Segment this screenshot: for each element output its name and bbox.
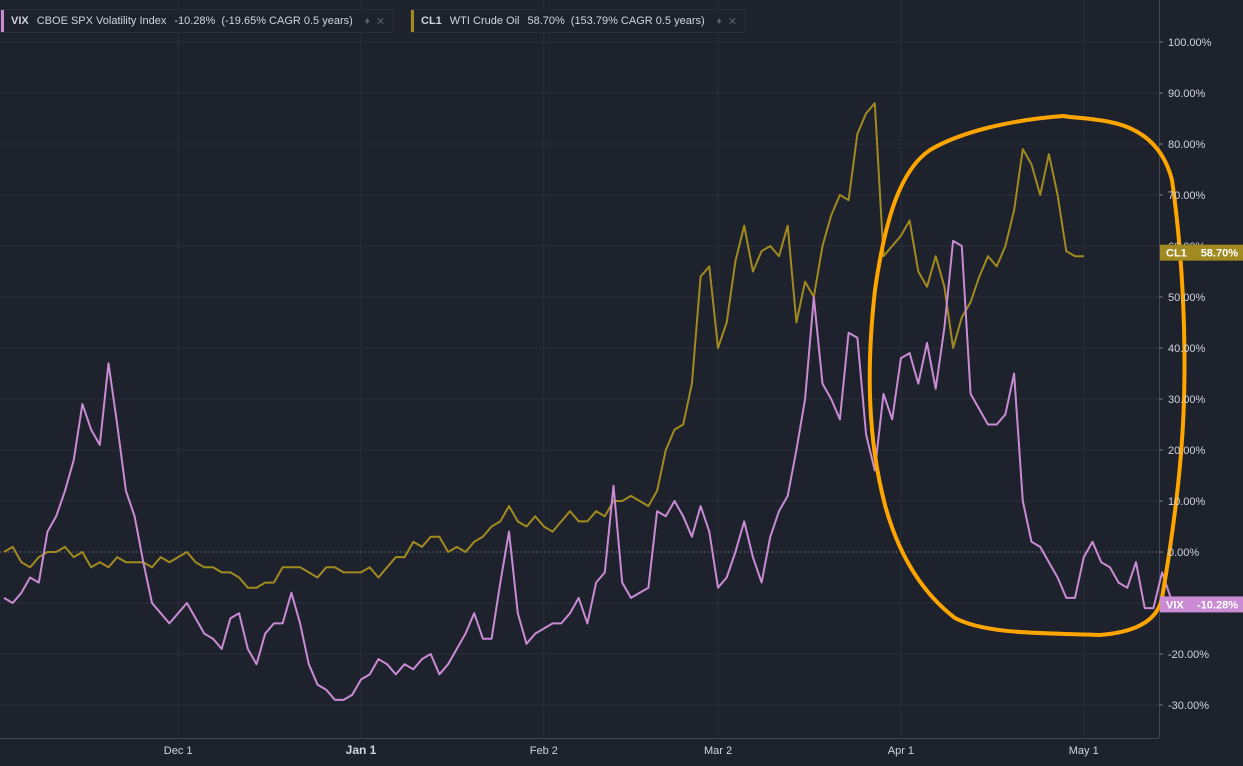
y-tick-label: 0.00% xyxy=(1168,547,1199,559)
x-tick-label: Jan 1 xyxy=(346,743,377,757)
close-icon[interactable]: ✕ xyxy=(375,15,386,28)
series-layer xyxy=(3,102,1197,701)
legend-cl1-value: 58.70% xyxy=(527,15,565,27)
legend-cl1-symbol: CL1 xyxy=(421,15,442,27)
y-tick-label: 50.00% xyxy=(1168,292,1206,304)
y-tick-label: 100.00% xyxy=(1168,37,1212,49)
y-tick-label: 20.00% xyxy=(1168,445,1206,457)
legend-cl1-color xyxy=(411,10,414,32)
legend-vix-symbol: VIX xyxy=(11,15,29,27)
x-axis-ticks: Dec 1 Jan 1 Feb 2 Mar 2 Apr 1 May 1 xyxy=(164,743,1099,757)
price-tag-cl1: CL1 58.70% xyxy=(1160,244,1243,261)
bell-icon[interactable]: ♦ xyxy=(364,15,370,27)
legend-vix-color xyxy=(1,10,4,32)
legend-vix-value: -10.28% xyxy=(174,15,216,27)
x-tick-label: Apr 1 xyxy=(888,745,914,757)
series-line-vix xyxy=(3,239,1197,701)
y-tick-label: 80.00% xyxy=(1168,139,1206,151)
close-icon[interactable]: ✕ xyxy=(727,15,737,28)
series-line-cl1 xyxy=(3,102,1084,589)
price-tag-value: -10.28% xyxy=(1197,599,1238,611)
legend-cl1-name: WTI Crude Oil xyxy=(449,15,520,27)
x-tick-label: Mar 2 xyxy=(704,745,732,757)
price-tag-symbol: VIX xyxy=(1166,599,1184,611)
y-tick-label: 90.00% xyxy=(1168,88,1206,100)
legend-vix-name: CBOE SPX Volatility Index xyxy=(36,15,167,27)
legend-cl1[interactable]: CL1 WTI Crude Oil 58.70% (153.79% CAGR 0… xyxy=(410,9,746,33)
y-tick-label: 10.00% xyxy=(1168,496,1206,508)
legend-vix-cagr: (-19.65% CAGR 0.5 years) xyxy=(221,15,353,27)
x-tick-label: Feb 2 xyxy=(530,745,558,757)
bell-icon[interactable]: ♦ xyxy=(716,15,722,27)
price-tags: CL1 58.70% VIX -10.28% xyxy=(1160,244,1243,613)
y-tick-label: 70.00% xyxy=(1168,190,1206,202)
y-tick-label: 30.00% xyxy=(1168,394,1206,406)
y-tick-label: -30.00% xyxy=(1168,700,1209,712)
y-tick-label: 40.00% xyxy=(1168,343,1206,355)
price-tag-vix: VIX -10.28% xyxy=(1160,596,1243,613)
hand-drawn-circle-annotation xyxy=(867,114,1187,637)
x-tick-label: May 1 xyxy=(1069,745,1099,757)
price-tag-value: 58.70% xyxy=(1201,248,1239,260)
legend-vix[interactable]: VIX CBOE SPX Volatility Index -10.28% (-… xyxy=(0,9,395,33)
x-tick-label: Dec 1 xyxy=(164,745,193,757)
y-tick-label: -20.00% xyxy=(1168,649,1209,661)
price-tag-symbol: CL1 xyxy=(1166,248,1187,260)
legend-cl1-cagr: (153.79% CAGR 0.5 years) xyxy=(570,15,705,27)
